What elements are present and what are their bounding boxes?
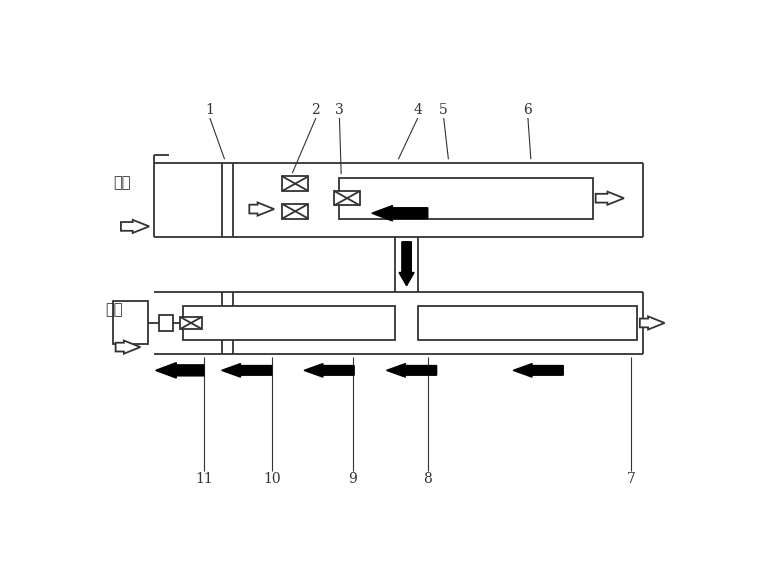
Text: 7: 7 — [626, 472, 635, 486]
Bar — [282, 204, 309, 218]
FancyArrow shape — [399, 242, 414, 286]
Bar — [183, 306, 395, 340]
Text: 1: 1 — [205, 103, 214, 117]
FancyArrow shape — [304, 364, 354, 377]
Bar — [282, 176, 309, 191]
Text: 10: 10 — [263, 472, 280, 486]
Text: 2: 2 — [312, 103, 320, 117]
Bar — [180, 317, 201, 329]
Text: 11: 11 — [195, 472, 213, 486]
FancyArrow shape — [222, 364, 272, 377]
FancyArrow shape — [640, 316, 664, 329]
Text: 平导: 平导 — [105, 302, 122, 317]
FancyArrow shape — [372, 206, 428, 221]
Bar — [340, 178, 593, 219]
Bar — [418, 306, 637, 340]
Text: 6: 6 — [524, 103, 532, 117]
Text: 5: 5 — [439, 103, 448, 117]
FancyArrow shape — [387, 364, 436, 377]
Text: 9: 9 — [349, 472, 357, 486]
Bar — [112, 302, 148, 344]
FancyArrow shape — [596, 192, 624, 205]
FancyArrow shape — [121, 220, 149, 233]
Text: 主洞: 主洞 — [112, 175, 130, 190]
Bar — [334, 191, 360, 205]
FancyArrow shape — [249, 202, 274, 215]
FancyArrow shape — [513, 364, 563, 377]
Text: 3: 3 — [335, 103, 344, 117]
Text: 8: 8 — [423, 472, 432, 486]
FancyArrow shape — [116, 340, 141, 353]
Bar — [159, 315, 173, 331]
FancyArrow shape — [156, 363, 204, 378]
Text: 4: 4 — [413, 103, 423, 117]
